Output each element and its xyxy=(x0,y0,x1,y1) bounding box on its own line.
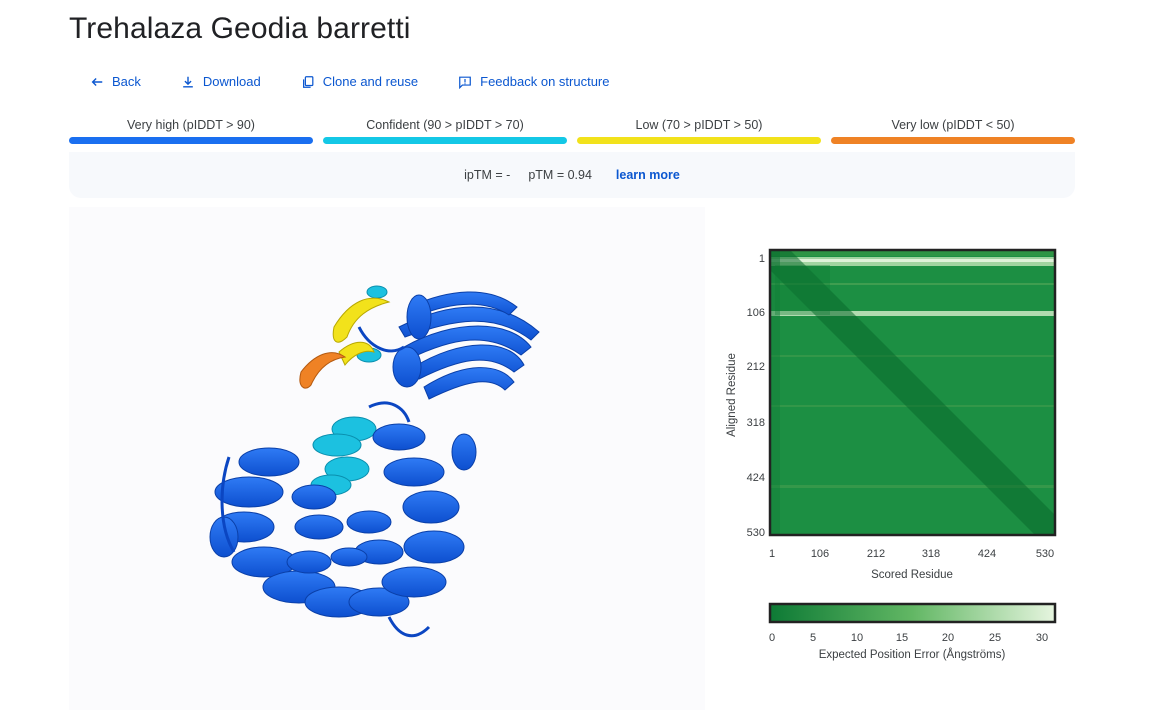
colorbar-tick-label: 5 xyxy=(810,632,816,644)
feedback-label: Feedback on structure xyxy=(480,74,610,89)
action-bar: Back Download Clone and reuse Feedback o… xyxy=(90,74,650,89)
back-button[interactable]: Back xyxy=(90,74,141,89)
clone-and-reuse-button[interactable]: Clone and reuse xyxy=(301,74,418,89)
colorbar-tick-label: 15 xyxy=(896,632,908,644)
colorbar-tick-label: 20 xyxy=(942,632,954,644)
x-tick-label: 106 xyxy=(811,548,829,560)
iptm-value: ipTM = - xyxy=(464,168,511,182)
download-icon xyxy=(183,76,193,88)
clone-label: Clone and reuse xyxy=(322,74,419,89)
legend-label: Low (70 > pIDDT > 50) xyxy=(635,118,763,132)
plddt-legend: Very high (pIDDT > 90) Confident (90 > p… xyxy=(69,118,1075,144)
legend-bar xyxy=(831,137,1075,144)
y-tick-label: 530 xyxy=(747,527,765,539)
structure-viewer[interactable] xyxy=(69,207,705,710)
legend-very-low: Very low (pIDDT < 50) xyxy=(831,118,1075,144)
ptm-value: pTM = 0.94 xyxy=(528,168,592,182)
legend-confident: Confident (90 > pIDDT > 70) xyxy=(323,118,567,144)
download-button[interactable]: Download xyxy=(181,74,261,89)
download-label: Download xyxy=(202,74,261,89)
pae-colorbar xyxy=(768,602,1057,624)
metrics-panel: ipTM = - pTM = 0.94 learn more xyxy=(69,152,1075,198)
legend-low: Low (70 > pIDDT > 50) xyxy=(577,118,821,144)
pae-heatmap-texture xyxy=(770,250,1055,535)
colorbar-tick-label: 30 xyxy=(1036,632,1048,644)
y-tick-label: 212 xyxy=(747,361,765,373)
arrow-left-icon xyxy=(91,77,103,86)
colorbar-tick-label: 10 xyxy=(851,632,863,644)
y-tick-label: 1 xyxy=(759,253,765,265)
colorbar-tick-label: 25 xyxy=(989,632,1001,644)
y-tick-label: 318 xyxy=(747,417,765,429)
x-tick-label: 318 xyxy=(922,548,940,560)
protein-structure-render xyxy=(209,285,540,638)
back-label: Back xyxy=(112,74,141,89)
legend-very-high: Very high (pIDDT > 90) xyxy=(69,118,313,144)
legend-label: Confident (90 > pIDDT > 70) xyxy=(366,118,524,132)
pae-plot: 1 106 212 318 424 530 Aligned Residue 1 … xyxy=(715,235,1075,675)
y-axis-title: Aligned Residue xyxy=(726,353,738,437)
legend-bar xyxy=(323,137,567,144)
x-tick-label: 212 xyxy=(867,548,885,560)
x-axis-title: Scored Residue xyxy=(871,569,953,581)
colorbar-title: Expected Position Error (Ångströms) xyxy=(819,648,1006,661)
x-tick-label: 1 xyxy=(769,548,775,560)
page-title: Trehalaza Geodia barretti xyxy=(69,12,411,45)
legend-label: Very low (pIDDT < 50) xyxy=(891,118,1015,132)
legend-bar xyxy=(577,137,821,144)
legend-label: Very high (pIDDT > 90) xyxy=(127,118,255,132)
y-tick-label: 424 xyxy=(747,472,765,484)
colorbar-tick-label: 0 xyxy=(769,632,775,644)
y-tick-label: 106 xyxy=(747,307,765,319)
learn-more-link[interactable]: learn more xyxy=(615,168,680,182)
x-tick-label: 424 xyxy=(978,548,996,560)
copy-icon xyxy=(302,75,314,88)
feedback-button[interactable]: Feedback on structure xyxy=(458,74,610,89)
legend-bar xyxy=(69,137,313,144)
x-tick-label: 530 xyxy=(1036,548,1054,560)
feedback-icon xyxy=(459,76,472,89)
